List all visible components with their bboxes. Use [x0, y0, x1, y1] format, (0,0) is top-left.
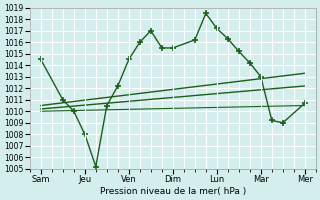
- X-axis label: Pression niveau de la mer( hPa ): Pression niveau de la mer( hPa ): [100, 187, 246, 196]
